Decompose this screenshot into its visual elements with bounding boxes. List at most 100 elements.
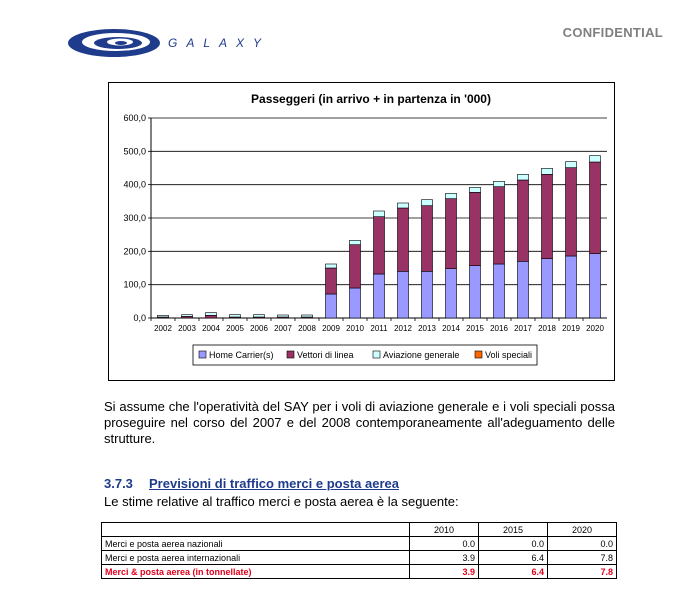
bar-segment-home-carrier-s- (493, 263, 505, 319)
confidential-label: CONFIDENTIAL (562, 25, 663, 40)
cell-value: 0.0 (478, 536, 548, 551)
row-label: Merci e posta aerea internazionali (101, 550, 410, 565)
x-tick-label: 2016 (490, 324, 508, 333)
bar-segment-aviazione-generale (181, 314, 193, 317)
bar-segment-vettori-di-linea (397, 207, 409, 272)
cell-value: 6.4 (478, 564, 548, 579)
table-header-2015: 2015 (478, 522, 548, 537)
bar-segment-aviazione-generale (301, 314, 313, 318)
bar-segment-vettori-di-linea (205, 315, 217, 319)
body-paragraph: Si assume che l'operatività del SAY per … (104, 399, 615, 446)
bar-segment-vettori-di-linea (517, 179, 529, 262)
bar-segment-home-carrier-s- (445, 268, 457, 319)
legend-swatch (372, 350, 381, 359)
cell-value: 7.8 (547, 564, 617, 579)
bar-segment-vettori-di-linea (325, 267, 337, 295)
bar-segment-aviazione-generale (565, 161, 577, 168)
x-tick-label: 2005 (226, 324, 244, 333)
cell-value: 0.0 (409, 536, 479, 551)
bar-segment-home-carrier-s- (517, 261, 529, 319)
legend-swatch (286, 350, 295, 359)
bar-segment-aviazione-generale (397, 202, 409, 209)
y-tick-label: 200,0 (123, 246, 146, 256)
bar-segment-home-carrier-s- (565, 255, 577, 319)
bar-segment-vettori-di-linea (349, 244, 361, 289)
legend-box (192, 344, 538, 366)
bar-segment-aviazione-generale (157, 315, 169, 318)
legend-swatch (474, 350, 483, 359)
row-label: Merci e posta aerea nazionali (101, 536, 410, 551)
x-tick-label: 2017 (514, 324, 532, 333)
bar-segment-vettori-di-linea (445, 198, 457, 269)
cell-value: 7.8 (547, 550, 617, 565)
bar-segment-home-carrier-s- (541, 258, 553, 319)
section-intro: Le stime relative al traffico merci e po… (104, 494, 459, 509)
bar-segment-vettori-di-linea (493, 186, 505, 265)
x-tick-label: 2010 (346, 324, 364, 333)
bar-segment-aviazione-generale (589, 155, 601, 163)
chart-title: Passeggeri (in arrivo + in partenza in '… (251, 92, 491, 106)
cell-value: 3.9 (409, 564, 479, 579)
table-row-total: Merci & posta aerea (in tonnellate) 3.9 … (101, 564, 617, 579)
cargo-table: 2010 2015 2020 Merci e posta aerea nazio… (101, 522, 617, 579)
bar-segment-home-carrier-s- (421, 271, 433, 319)
legend-swatch (198, 350, 207, 359)
legend-label: Aviazione generale (383, 350, 459, 360)
bar-segment-vettori-di-linea (541, 174, 553, 259)
table-header-label (101, 522, 410, 537)
x-tick-label: 2002 (154, 324, 172, 333)
y-tick-label: 100,0 (123, 280, 146, 290)
bar-segment-aviazione-generale (325, 263, 337, 269)
bar-segment-home-carrier-s- (589, 253, 601, 319)
section-number: 3.7.3 (104, 476, 133, 491)
logo-text: GALAXY (168, 36, 271, 50)
bar-segment-vettori-di-linea (373, 216, 385, 275)
legend-label: Vettori di linea (297, 350, 354, 360)
bar-segment-aviazione-generale (421, 199, 433, 206)
x-tick-label: 2013 (418, 324, 436, 333)
cell-value: 0.0 (547, 536, 617, 551)
table-row: Merci e posta aerea internazionali 3.9 6… (101, 550, 617, 565)
bar-segment-aviazione-generale (205, 312, 217, 316)
y-tick-label: 400,0 (123, 180, 146, 190)
legend-label: Voli speciali (485, 350, 532, 360)
galaxy-swirl-icon (68, 29, 160, 57)
x-tick-label: 2004 (202, 324, 220, 333)
y-tick-label: 300,0 (123, 213, 146, 223)
bar-segment-vettori-di-linea (565, 167, 577, 257)
chart-svg: Passeggeri (in arrivo + in partenza in '… (123, 92, 607, 366)
x-tick-label: 2009 (322, 324, 340, 333)
bar-segment-home-carrier-s- (373, 273, 385, 319)
bar-segment-home-carrier-s- (397, 271, 409, 319)
x-tick-label: 2008 (298, 324, 316, 333)
bar-segment-vettori-di-linea (589, 161, 601, 254)
bar-segment-aviazione-generale (517, 174, 529, 181)
cell-value: 6.4 (478, 550, 548, 565)
x-tick-label: 2019 (562, 324, 580, 333)
x-tick-label: 2006 (250, 324, 268, 333)
x-tick-label: 2020 (586, 324, 604, 333)
x-tick-label: 2012 (394, 324, 412, 333)
x-tick-label: 2014 (442, 324, 460, 333)
bar-segment-aviazione-generale (253, 314, 265, 318)
y-tick-label: 500,0 (123, 146, 146, 156)
bar-segment-aviazione-generale (493, 181, 505, 187)
galaxy-logo: GALAXY (66, 26, 276, 60)
legend-label: Home Carrier(s) (209, 350, 274, 360)
bar-segment-vettori-di-linea (421, 205, 433, 272)
cell-value: 3.9 (409, 550, 479, 565)
row-label: Merci & posta aerea (in tonnellate) (101, 564, 410, 579)
x-tick-label: 2007 (274, 324, 292, 333)
bar-segment-aviazione-generale (349, 240, 361, 245)
bar-segment-home-carrier-s- (325, 293, 337, 319)
x-tick-label: 2003 (178, 324, 196, 333)
table-row: Merci e posta aerea nazionali 0.0 0.0 0.… (101, 536, 617, 551)
x-tick-label: 2015 (466, 324, 484, 333)
bar-segment-aviazione-generale (445, 193, 457, 199)
passenger-chart: Passeggeri (in arrivo + in partenza in '… (108, 82, 615, 381)
x-tick-label: 2011 (370, 324, 388, 333)
bar-segment-aviazione-generale (469, 187, 481, 193)
bar-segment-aviazione-generale (541, 168, 553, 175)
bar-segment-aviazione-generale (373, 210, 385, 217)
section-title: Previsioni di traffico merci e posta aer… (149, 476, 399, 491)
